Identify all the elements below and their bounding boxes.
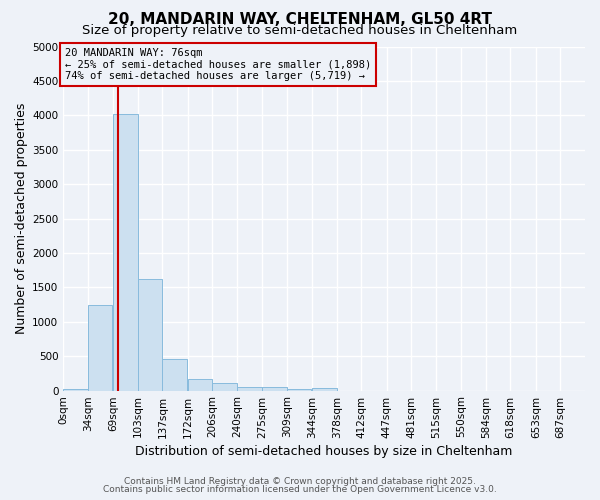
Bar [188,378,212,390]
Bar [63,388,88,390]
Bar [312,388,337,390]
Bar [163,359,187,390]
Text: Contains HM Land Registry data © Crown copyright and database right 2025.: Contains HM Land Registry data © Crown c… [124,478,476,486]
Bar [113,114,138,390]
Text: 20 MANDARIN WAY: 76sqm
← 25% of semi-detached houses are smaller (1,898)
74% of : 20 MANDARIN WAY: 76sqm ← 25% of semi-det… [65,48,371,81]
Bar [88,305,112,390]
Bar [212,384,237,390]
X-axis label: Distribution of semi-detached houses by size in Cheltenham: Distribution of semi-detached houses by … [136,444,513,458]
Bar [262,387,287,390]
Bar [138,279,163,390]
Y-axis label: Number of semi-detached properties: Number of semi-detached properties [15,103,28,334]
Bar [237,387,262,390]
Bar [287,388,311,390]
Text: Contains public sector information licensed under the Open Government Licence v3: Contains public sector information licen… [103,484,497,494]
Text: Size of property relative to semi-detached houses in Cheltenham: Size of property relative to semi-detach… [82,24,518,37]
Text: 20, MANDARIN WAY, CHELTENHAM, GL50 4RT: 20, MANDARIN WAY, CHELTENHAM, GL50 4RT [108,12,492,28]
